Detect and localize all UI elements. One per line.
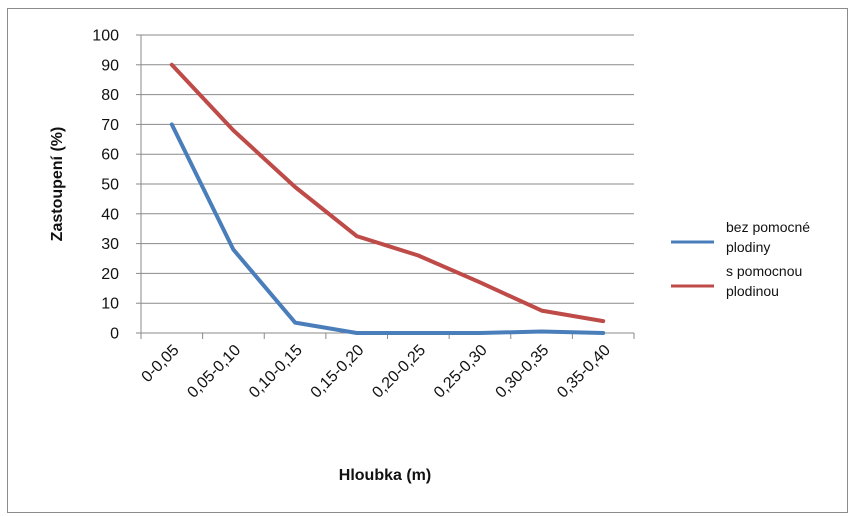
y-tick-label: 40 — [101, 206, 119, 223]
x-tick-label: 0,05-0,10 — [184, 342, 244, 402]
axes — [136, 34, 635, 339]
y-tick-label: 70 — [101, 117, 119, 134]
y-tick-labels: 0 10 20 30 40 50 60 70 80 90 100 — [92, 28, 119, 343]
x-axis-title: Hloubka (m) — [339, 467, 431, 484]
y-tick-label: 20 — [101, 266, 119, 283]
x-tick-label: 0,20-0,25 — [369, 342, 429, 402]
y-tick-label: 80 — [101, 87, 119, 104]
gridlines — [141, 34, 634, 334]
y-tick-label: 60 — [101, 147, 119, 164]
legend-label: plodiny — [726, 239, 770, 255]
series-line-2 — [169, 62, 606, 324]
y-axis-title: Zastoupení (%) — [49, 127, 66, 242]
y-tick-label: 50 — [101, 177, 119, 194]
series-line-1 — [169, 122, 606, 335]
x-tick-labels: 0-0,05 0,05-0,10 0,10-0,15 0,15-0,20 0,20-0,… — [139, 342, 615, 402]
x-tick-label: 0,35-0,40 — [554, 342, 614, 402]
legend: bez pomocné plodiny s pomocnou plodinou — [671, 219, 810, 299]
legend-label: plodinou — [726, 283, 779, 299]
y-tick-label: 10 — [101, 296, 119, 313]
x-tick-label: 0,25-0,30 — [431, 342, 491, 402]
x-tick-label: 0,30-0,35 — [493, 342, 553, 402]
y-tick-label: 0 — [110, 326, 119, 343]
x-tick-label: 0-0,05 — [139, 342, 183, 386]
x-tick-label: 0,10-0,15 — [246, 342, 306, 402]
series-lines — [169, 62, 606, 335]
y-tick-label: 30 — [101, 236, 119, 253]
legend-label: bez pomocné — [726, 219, 810, 235]
legend-label: s pomocnou — [726, 263, 802, 279]
x-tick-label: 0,15-0,20 — [308, 342, 368, 402]
y-tick-label: 90 — [101, 57, 119, 74]
y-tick-label: 100 — [92, 28, 119, 45]
